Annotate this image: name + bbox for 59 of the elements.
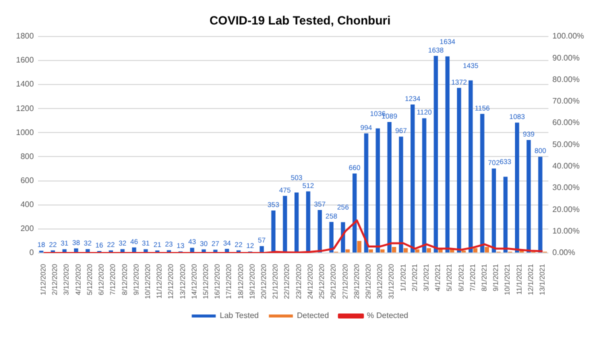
legend-label: Lab Tested bbox=[220, 311, 259, 320]
bar bbox=[434, 56, 438, 252]
legend-label: % Detected bbox=[366, 311, 408, 320]
bar bbox=[480, 114, 484, 252]
bar bbox=[456, 88, 462, 252]
y-tick-label: 400 bbox=[20, 200, 34, 210]
chart-title: COVID-19 Lab Tested, Chonburi bbox=[209, 14, 391, 28]
y-tick-label: 1600 bbox=[16, 56, 34, 65]
bar bbox=[492, 168, 496, 252]
legend-label: Detected bbox=[296, 311, 329, 320]
bar bbox=[346, 249, 350, 252]
bar bbox=[294, 192, 299, 252]
bar bbox=[364, 133, 368, 252]
y-tick-label: 600 bbox=[20, 176, 34, 185]
bar bbox=[415, 249, 420, 252]
bar bbox=[352, 174, 357, 252]
y2-tick-label: 40.00% bbox=[552, 162, 580, 171]
bar bbox=[526, 140, 531, 252]
y2-tick-label: 90.00% bbox=[552, 53, 580, 62]
bar bbox=[484, 246, 489, 252]
y2-tick-label: 60.00% bbox=[552, 118, 580, 128]
bar bbox=[368, 249, 373, 252]
y2-tick-label: 20.00% bbox=[552, 204, 580, 214]
bar bbox=[438, 249, 443, 252]
bar bbox=[538, 156, 542, 252]
bar bbox=[468, 80, 473, 252]
y2-tick-label: 100.00% bbox=[552, 32, 584, 41]
y-tick-label: 1400 bbox=[16, 80, 34, 89]
y-tick-label: 800 bbox=[20, 152, 34, 161]
bar bbox=[398, 136, 404, 252]
y2-tick-label: 30.00% bbox=[552, 183, 580, 192]
y2-tick-label: 0.00% bbox=[552, 248, 576, 258]
y-tick-label: 1800 bbox=[16, 32, 34, 41]
bar bbox=[392, 246, 396, 252]
y2-tick-label: 80.00% bbox=[552, 74, 580, 84]
y-tick-label: 0 bbox=[29, 248, 34, 258]
bar bbox=[514, 122, 520, 252]
bar bbox=[473, 248, 478, 252]
bar bbox=[306, 191, 310, 252]
y-tick-label: 1200 bbox=[16, 104, 34, 113]
bar bbox=[426, 248, 431, 252]
bar bbox=[445, 56, 450, 252]
bar bbox=[503, 176, 508, 252]
bar bbox=[260, 246, 264, 252]
bar bbox=[404, 248, 408, 252]
y-tick-label: 200 bbox=[20, 224, 34, 234]
y2-tick-label: 50.00% bbox=[552, 140, 580, 149]
bar bbox=[387, 122, 392, 252]
bar bbox=[376, 128, 380, 252]
y-tick-label: 1000 bbox=[16, 128, 34, 137]
bar bbox=[422, 118, 426, 252]
bar bbox=[271, 210, 276, 252]
bar bbox=[282, 196, 288, 252]
bar bbox=[380, 249, 385, 252]
bar bbox=[318, 210, 322, 252]
bar bbox=[357, 240, 362, 252]
y2-tick-label: 70.00% bbox=[552, 96, 580, 106]
bar bbox=[410, 104, 415, 252]
y2-tick-label: 10.00% bbox=[552, 226, 580, 236]
